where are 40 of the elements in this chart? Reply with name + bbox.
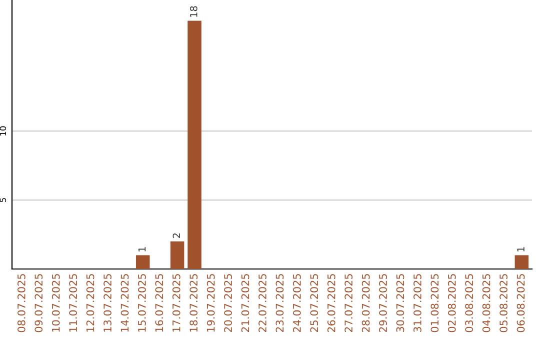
x-tick-label: 24.07.2025 — [292, 274, 301, 332]
x-tick-label: 30.07.2025 — [396, 274, 404, 332]
x-tick-label: 05.08.2025 — [500, 274, 508, 332]
x-tick-label: 11.07.2025 — [69, 274, 78, 332]
y-tick-label: 10 — [0, 126, 6, 136]
data-label: 1 — [138, 247, 146, 252]
bar — [170, 241, 184, 269]
bar — [514, 255, 529, 269]
bar — [188, 20, 202, 269]
x-tick-label: 22.07.2025 — [258, 274, 266, 332]
y-tick-label: 5 — [0, 198, 6, 202]
x-tick-label: 17.07.2025 — [172, 274, 180, 332]
x-tick-label: 25.07.2025 — [310, 274, 318, 332]
x-tick-label: 18.07.2025 — [190, 274, 198, 332]
x-tick-label: 12.07.2025 — [86, 274, 94, 332]
data-label: 2 — [172, 233, 180, 238]
x-tick-label: 27.07.2025 — [344, 274, 353, 332]
x-tick-label: 02.08.2025 — [448, 274, 456, 332]
x-tick-label: 31.07.2025 — [414, 274, 422, 332]
x-tick-label: 16.07.2025 — [155, 274, 164, 332]
x-tick-label: 19.07.2025 — [206, 274, 215, 332]
x-tick-label: 06.08.2025 — [516, 274, 525, 332]
x-tick-label: 03.08.2025 — [465, 274, 474, 332]
x-tick-label: 08.07.2025 — [17, 274, 26, 332]
bar — [136, 255, 150, 269]
x-tick-label: 10.07.2025 — [52, 274, 60, 332]
x-tick-label: 26.07.2025 — [327, 274, 336, 332]
x-tick-label: 14.07.2025 — [120, 274, 129, 332]
x-tick-label: 20.07.2025 — [224, 274, 232, 332]
x-tick-label: 29.07.2025 — [379, 274, 387, 332]
x-tick-label: 04.08.2025 — [482, 274, 490, 332]
x-tick-label: 21.07.2025 — [241, 274, 250, 332]
data-label: 18 — [190, 6, 198, 17]
x-tick-label: 13.07.2025 — [104, 274, 112, 332]
x-tick-label: 28.07.2025 — [362, 274, 370, 332]
x-tick-label: 15.07.2025 — [138, 274, 146, 332]
data-label: 1 — [517, 247, 524, 252]
x-tick-label: 01.08.2025 — [430, 274, 439, 332]
x-tick-label: 09.07.2025 — [34, 274, 43, 332]
x-tick-label: 23.07.2025 — [276, 274, 284, 332]
